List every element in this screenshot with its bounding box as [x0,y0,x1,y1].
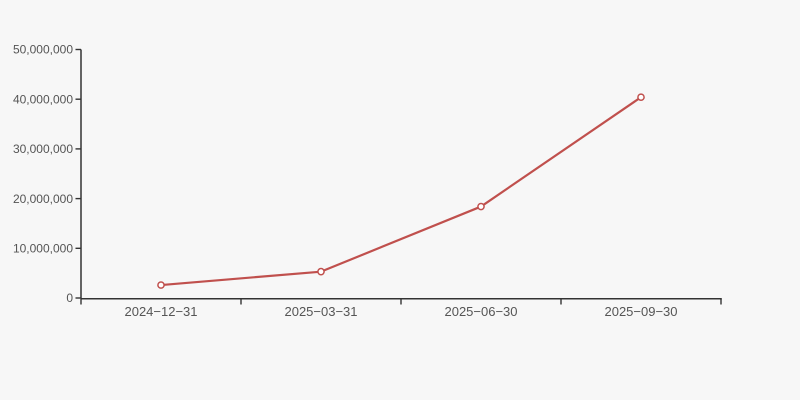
y-tick-label: 30,000,000 [13,142,73,156]
y-tick-label: 0 [66,291,73,305]
y-tick-label: 10,000,000 [13,242,73,256]
x-tick-label: 2025−09−30 [604,304,677,319]
x-tick-label: 2024−12−31 [124,304,197,319]
y-tick-label: 40,000,000 [13,92,73,106]
data-point-marker [317,267,325,276]
series-line [159,96,643,287]
data-point-marker [637,93,645,102]
x-tick-label: 2025−03−31 [284,304,357,319]
data-point-marker [157,281,165,289]
data-point-marker [477,202,485,211]
x-tick-label: 2025−06−30 [444,304,517,319]
y-tick-label: 20,000,000 [13,192,73,206]
y-tick-label: 50,000,000 [13,43,73,57]
